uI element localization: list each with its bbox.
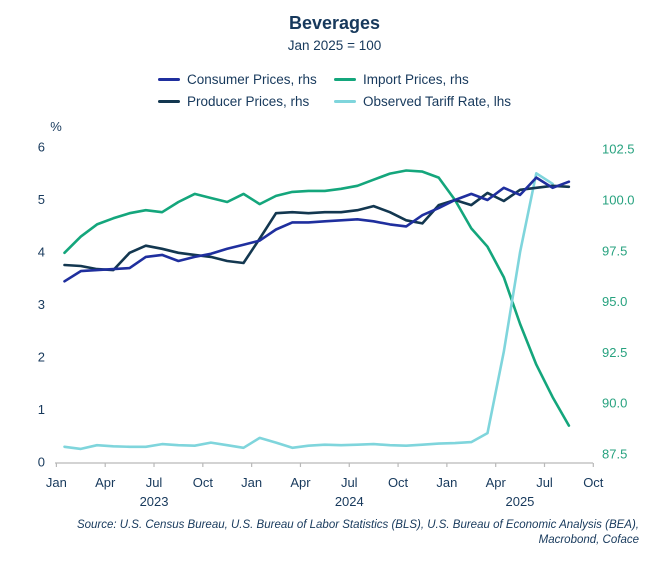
series-line-observed-tariff-rate-lhs (63, 172, 554, 451)
left-axis-unit-label: % (50, 119, 62, 134)
left-axis-tick-label: 6 (38, 140, 45, 155)
right-axis-tick-label: 100.0 (602, 193, 635, 208)
source-line-2: Macrobond, Coface (538, 534, 639, 546)
left-axis-tick-label: 2 (38, 350, 45, 365)
x-tick-label: Jul (536, 475, 553, 490)
x-tick-label: Jan (241, 475, 262, 490)
x-tick-label: Jan (436, 475, 457, 490)
x-tick-label: Oct (193, 475, 214, 490)
chart-subtitle: Jan 2025 = 100 (287, 38, 382, 53)
source-note: Source: U.S. Census Bureau, U.S. Bureau … (77, 518, 639, 548)
x-year-label: 2025 (505, 494, 534, 509)
right-axis-tick-label: 97.5 (602, 243, 627, 258)
chart-title: Beverages (288, 13, 381, 33)
legend-swatch-icon (333, 77, 356, 82)
legend-grid: Consumer Prices, rhs Import Prices, rhs Pr… (157, 70, 512, 111)
left-axis-tick-label: 5 (38, 192, 45, 207)
legend-label: Consumer Prices, rhs (186, 72, 317, 87)
x-tick-label: Jul (341, 475, 358, 490)
left-axis-tick-label: 3 (38, 297, 45, 312)
x-tick-label: Apr (290, 475, 311, 490)
right-axis-tick-label: 95.0 (602, 294, 627, 309)
legend-swatch-icon (157, 99, 180, 104)
x-year-label: 2023 (140, 494, 169, 509)
x-tick-label: Oct (388, 475, 409, 490)
legend-item-observed-tariff-rate-lhs: Observed Tariff Rate, lhs (333, 92, 512, 111)
right-axis-tick-label: 102.5 (602, 142, 635, 157)
legend-label: Producer Prices, rhs (186, 94, 310, 109)
x-tick-label: Apr (486, 475, 507, 490)
chart-legend: Consumer Prices, rhs Import Prices, rhs Pr… (0, 70, 669, 111)
left-axis-tick-label: 0 (38, 455, 45, 470)
legend-swatch-icon (157, 77, 180, 82)
x-tick-label: Jan (46, 475, 67, 490)
left-axis-tick-label: 4 (38, 245, 45, 260)
left-axis-tick-label: 1 (38, 402, 45, 417)
legend-swatch-icon (333, 99, 356, 104)
x-year-label: 2024 (335, 494, 364, 509)
series-line-consumer-prices-rhs (63, 176, 571, 283)
source-line-1: Source: U.S. Census Bureau, U.S. Bureau … (76, 519, 639, 531)
x-tick-label: Jul (146, 475, 163, 490)
right-axis-tick-label: 92.5 (602, 345, 627, 360)
right-axis-tick-label: 90.0 (602, 396, 627, 411)
series-line-import-prices-rhs (63, 169, 571, 427)
series-line-producer-prices-rhs (63, 184, 571, 272)
legend-label: Import Prices, rhs (362, 72, 469, 87)
legend-item-import-prices-rhs: Import Prices, rhs (333, 70, 511, 89)
right-axis-tick-label: 87.5 (602, 447, 627, 462)
legend-label: Observed Tariff Rate, lhs (362, 94, 512, 109)
legend-item-consumer-prices-rhs: Consumer Prices, rhs (157, 70, 334, 89)
x-tick-label: Apr (95, 475, 116, 490)
legend-item-producer-prices-rhs: Producer Prices, rhs (157, 92, 334, 111)
x-tick-label: Oct (583, 475, 604, 490)
